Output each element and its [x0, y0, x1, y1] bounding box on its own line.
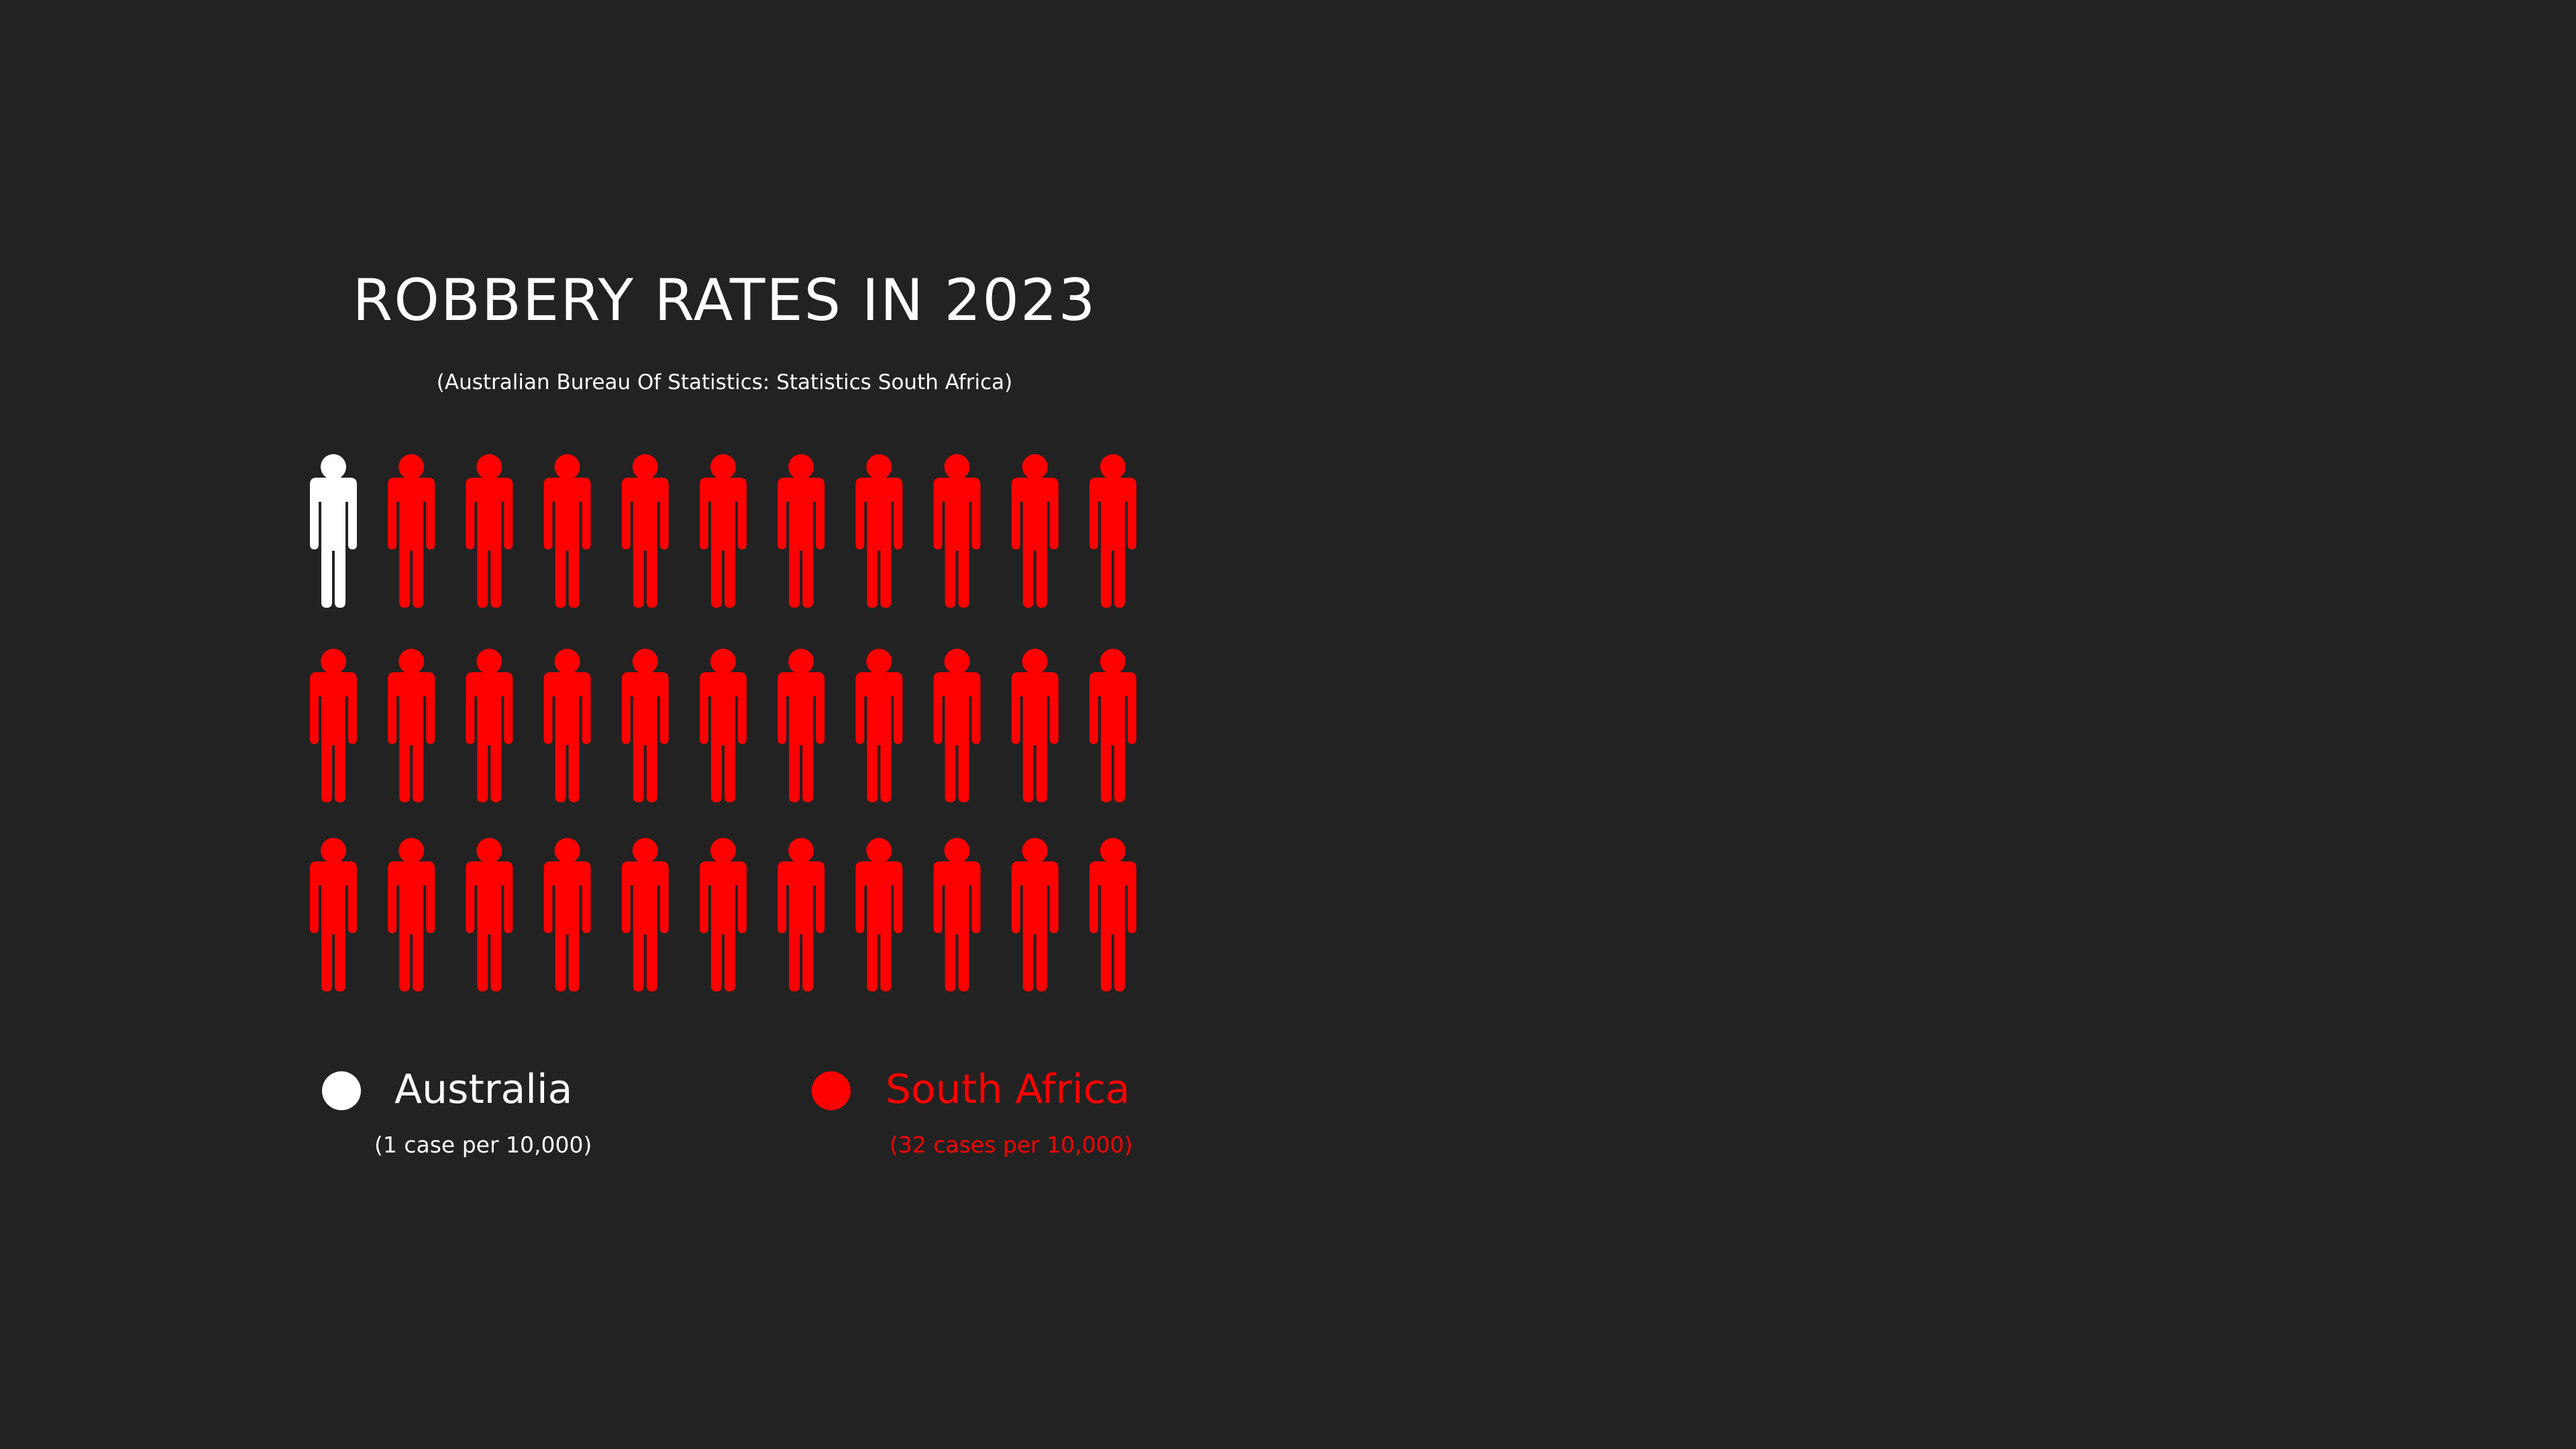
person-icon	[543, 649, 591, 802]
person-icon	[466, 838, 513, 991]
person-icon	[621, 649, 669, 802]
person-icon	[310, 838, 357, 991]
person-icon	[700, 454, 747, 608]
person-icon	[310, 649, 357, 802]
legend-label-australia: Australia	[394, 1066, 573, 1113]
legend-label-south-africa: South Africa	[885, 1066, 1130, 1113]
chart-subtitle: (Australian Bureau Of Statistics: Statis…	[436, 370, 1013, 394]
person-icon	[1089, 838, 1136, 991]
legend-note-south-africa: (32 cases per 10,000)	[890, 1132, 1133, 1158]
legend-dot-south-africa	[812, 1071, 851, 1110]
person-icon	[466, 454, 513, 608]
person-icon	[1011, 838, 1059, 991]
person-icon	[933, 838, 981, 991]
person-icon	[700, 838, 747, 991]
person-icon	[1089, 649, 1136, 802]
person-icon	[855, 649, 903, 802]
person-icon	[855, 838, 903, 991]
person-icon	[466, 649, 513, 802]
person-icon	[388, 454, 435, 608]
person-icon	[777, 838, 825, 991]
person-icon	[777, 649, 825, 802]
person-icon	[700, 649, 747, 802]
person-icon	[777, 454, 825, 608]
person-icon	[388, 838, 435, 991]
person-icon	[1089, 454, 1136, 608]
person-icon	[310, 454, 357, 608]
chart-title: ROBBERY RATES IN 2023	[352, 267, 1097, 334]
person-icon	[543, 454, 591, 608]
person-icon	[933, 649, 981, 802]
person-icon	[933, 454, 981, 608]
person-icon	[1011, 649, 1059, 802]
legend-note-australia: (1 case per 10,000)	[374, 1132, 592, 1158]
person-icon	[388, 649, 435, 802]
person-icon	[543, 838, 591, 991]
person-icon	[1011, 454, 1059, 608]
person-icon	[621, 838, 669, 991]
person-icon	[621, 454, 669, 608]
person-icon	[855, 454, 903, 608]
legend-dot-australia	[322, 1071, 361, 1110]
